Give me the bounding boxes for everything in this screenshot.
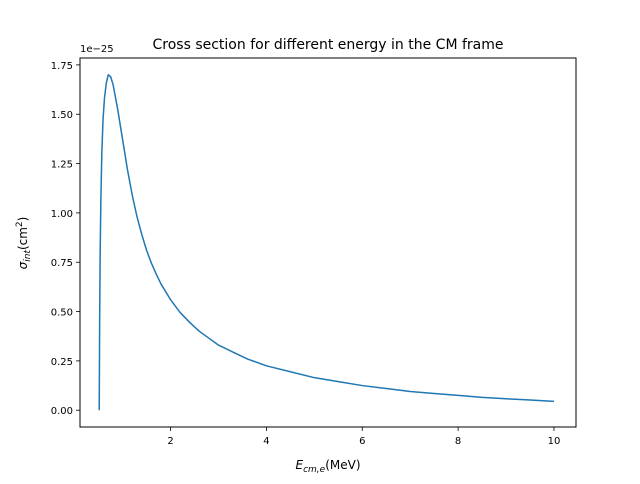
y-axis-label-close: ) xyxy=(16,217,30,222)
plot-area xyxy=(98,74,555,411)
x-axis-label-sub: cm,e xyxy=(303,465,326,475)
y-tick-label: 0.00 xyxy=(51,406,73,417)
x-axis: 2 4 6 8 10 xyxy=(167,427,560,447)
series-line-0 xyxy=(98,74,555,411)
chart-title: Cross section for different energy in th… xyxy=(153,37,504,53)
y-tick-label: 1.25 xyxy=(51,160,73,171)
y-axis-label-main: σ xyxy=(16,261,30,269)
y-axis-label-sub: int xyxy=(23,250,33,262)
x-tick-label: 2 xyxy=(167,436,173,447)
x-tick-label: 8 xyxy=(455,436,461,447)
x-tick-label: 10 xyxy=(548,436,561,447)
plot-frame xyxy=(79,57,577,428)
y-tick-label: 0.25 xyxy=(51,357,73,368)
y-tick-label: 0.50 xyxy=(51,308,73,319)
x-axis-label-unit: (MeV) xyxy=(325,458,360,472)
x-axis-label: Ecm,e(MeV) xyxy=(295,458,360,475)
y-axis: 0.00 0.25 0.50 0.75 1.00 1.25 1.50 1.75 xyxy=(51,61,80,417)
x-axis-label-main: E xyxy=(295,458,303,472)
y-axis-label-unit: (cm xyxy=(16,227,30,250)
x-tick-label: 4 xyxy=(263,436,269,447)
y-tick-label: 0.75 xyxy=(51,258,73,269)
y-axis-label: σint(cm2) xyxy=(15,217,33,270)
y-tick-label: 1.00 xyxy=(51,209,73,220)
y-axis-label-sup: 2 xyxy=(15,221,25,227)
x-tick-label: 6 xyxy=(359,436,365,447)
y-tick-label: 1.50 xyxy=(51,110,73,121)
y-tick-label: 1.75 xyxy=(51,61,73,72)
y-offset-text: 1e−25 xyxy=(80,44,114,55)
